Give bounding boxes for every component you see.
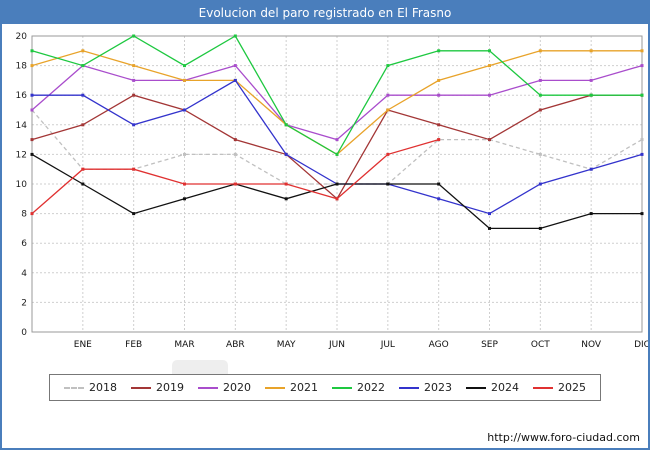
svg-text:JUN: JUN <box>328 340 345 350</box>
legend: 2018 2019 2020 2021 2022 2023 2024 2025 <box>49 374 601 401</box>
svg-text:20: 20 <box>16 32 28 42</box>
svg-text:10: 10 <box>16 180 28 190</box>
svg-text:FEB: FEB <box>125 340 142 350</box>
legend-item-2025: 2025 <box>533 381 586 394</box>
legend-label: 2025 <box>558 381 586 394</box>
svg-text:OCT: OCT <box>531 340 550 350</box>
svg-text:NOV: NOV <box>581 340 602 350</box>
legend-item-2020: 2020 <box>198 381 251 394</box>
svg-text:AGO: AGO <box>429 340 449 350</box>
chart-plot-area: 0 2 4 6 8 10 12 14 16 18 20 ENE FEB MAR ABR MAY JUN JUL AG… <box>2 24 648 388</box>
svg-text:14: 14 <box>16 121 28 131</box>
svg-text:SEP: SEP <box>481 340 498 350</box>
legend-label: 2022 <box>357 381 385 394</box>
legend-swatch <box>64 386 84 389</box>
legend-item-2023: 2023 <box>399 381 452 394</box>
svg-text:6: 6 <box>21 239 27 249</box>
legend-item-2021: 2021 <box>265 381 318 394</box>
svg-text:4: 4 <box>21 269 27 279</box>
svg-text:JUL: JUL <box>380 340 395 350</box>
svg-text:ABR: ABR <box>226 340 245 350</box>
legend-label: 2024 <box>491 381 519 394</box>
line-chart-svg: 0 2 4 6 8 10 12 14 16 18 20 ENE FEB MAR ABR MAY JUN JUL AG… <box>16 32 648 350</box>
legend-swatch <box>466 386 486 389</box>
svg-text:16: 16 <box>16 91 28 101</box>
legend-swatch <box>332 386 352 389</box>
legend-label: 2023 <box>424 381 452 394</box>
svg-text:0: 0 <box>21 328 27 338</box>
legend-label: 2019 <box>156 381 184 394</box>
svg-text:8: 8 <box>21 210 27 220</box>
footer-url[interactable]: http://www.foro-ciudad.com <box>487 431 640 444</box>
legend-item-2018: 2018 <box>64 381 117 394</box>
legend-swatch <box>131 386 151 389</box>
legend-label: 2018 <box>89 381 117 394</box>
svg-text:12: 12 <box>16 150 27 160</box>
legend-swatch <box>265 386 285 389</box>
legend-swatch <box>533 386 553 389</box>
chart-title: Evolucion del paro registrado en El Fras… <box>2 2 648 24</box>
legend-item-2019: 2019 <box>131 381 184 394</box>
svg-text:18: 18 <box>16 62 28 72</box>
legend-swatch <box>198 386 218 389</box>
legend-swatch <box>399 386 419 389</box>
svg-text:MAR: MAR <box>174 340 194 350</box>
svg-text:ENE: ENE <box>74 340 92 350</box>
legend-item-2024: 2024 <box>466 381 519 394</box>
legend-label: 2021 <box>290 381 318 394</box>
svg-text:DIC: DIC <box>634 340 648 350</box>
legend-label: 2020 <box>223 381 251 394</box>
svg-text:MAY: MAY <box>277 340 296 350</box>
legend-item-2022: 2022 <box>332 381 385 394</box>
svg-text:2: 2 <box>21 298 27 308</box>
